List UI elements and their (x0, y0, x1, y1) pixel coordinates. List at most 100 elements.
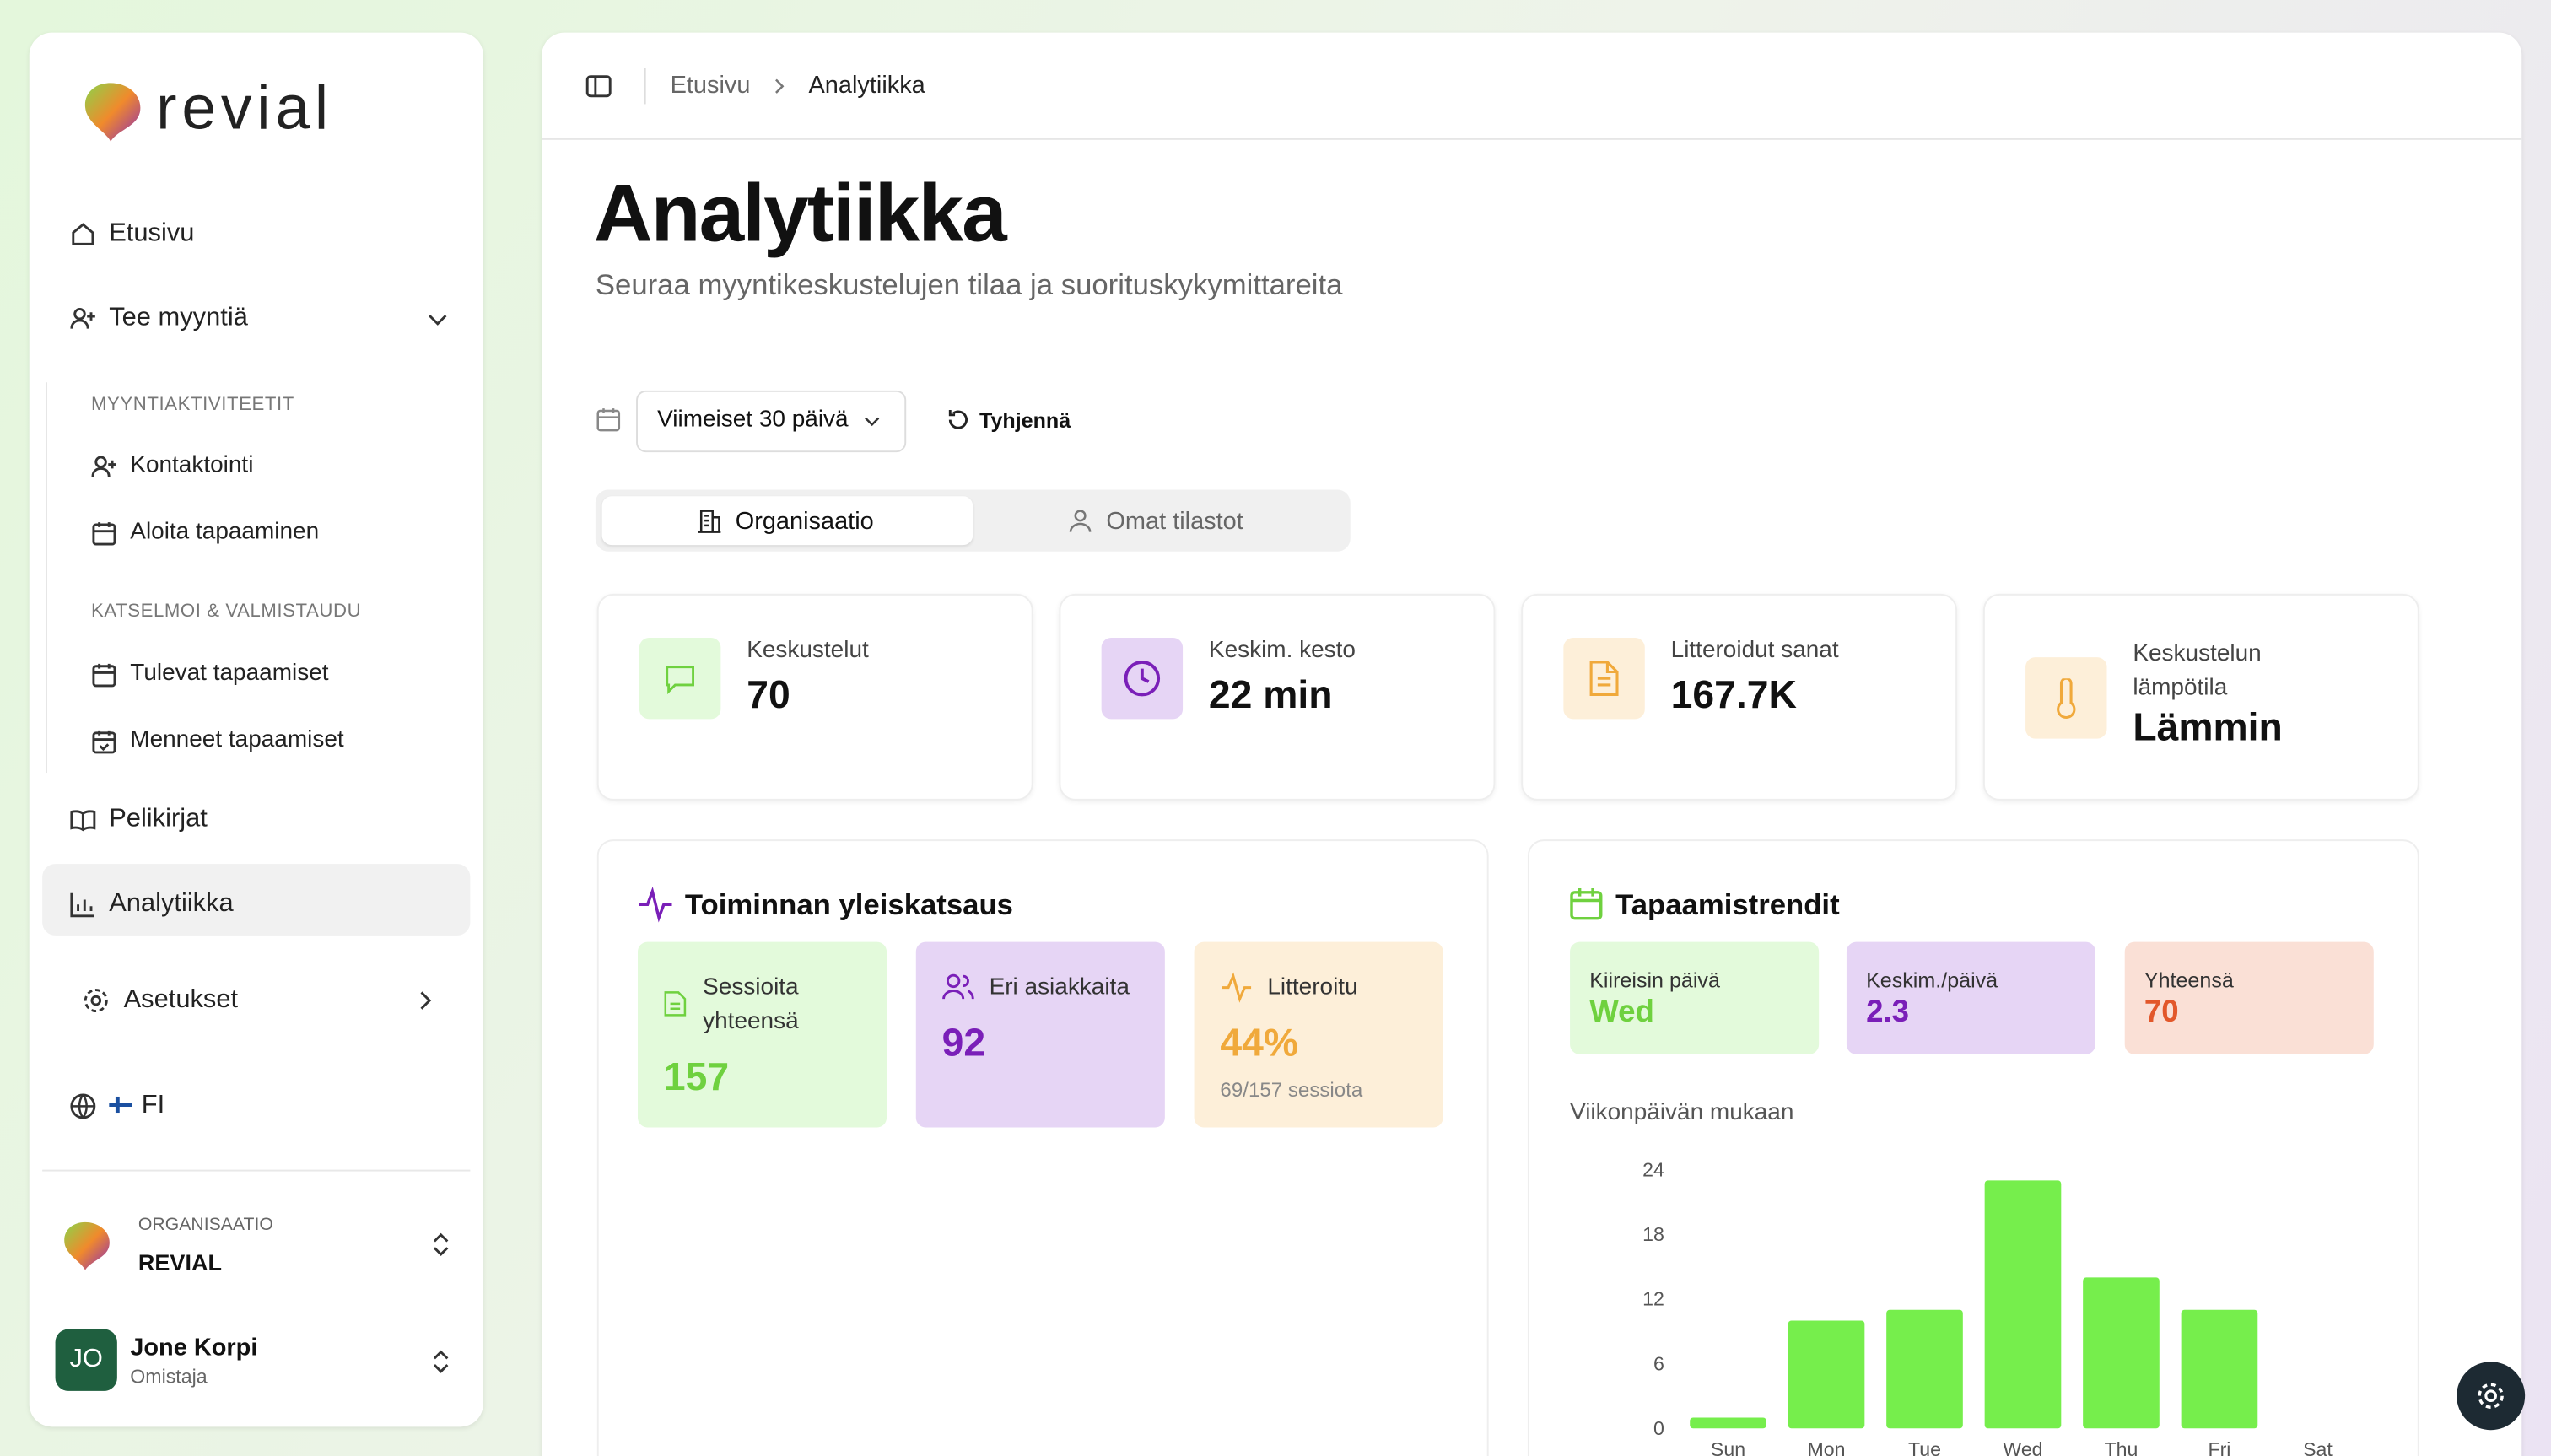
settings-button[interactable] (2457, 1362, 2526, 1431)
chevrons[interactable] (426, 1230, 456, 1259)
page-title: Analytiikka (593, 167, 1007, 259)
bar (1690, 1417, 1766, 1429)
kpi-icon (1101, 637, 1184, 720)
stat-card: Yhteensä 70 (2124, 941, 2374, 1054)
stat-label: Litteroitu (1267, 974, 1358, 1001)
y-tick-label: 12 (1642, 1288, 1664, 1310)
home-icon (72, 223, 94, 245)
nav-item[interactable]: Analytiikka (109, 889, 234, 918)
gear-icon (84, 989, 108, 1013)
stat-label: Eri asiakkaita (989, 974, 1130, 1001)
org-name[interactable]: REVIAL (138, 1249, 222, 1275)
avatar: JO (55, 1329, 117, 1391)
x-tick-label: Mon (1808, 1438, 1846, 1456)
org-logo (64, 1221, 110, 1270)
stat-label: Kiireisin päivä (1589, 968, 1720, 993)
stat-card: Keskim./päivä 2.3 (1846, 941, 2095, 1054)
x-tick-label: Tue (1908, 1438, 1941, 1456)
chevron-down (865, 417, 880, 427)
kpi-icon (2025, 657, 2107, 739)
file-icon (1589, 661, 1619, 697)
kpi-card: Keskustelut 70 (596, 593, 1033, 801)
calendar-icon (596, 408, 621, 432)
nav-item[interactable]: Tee myyntiä (109, 304, 248, 332)
x-tick-label: Sun (1711, 1438, 1745, 1456)
kpi-value: 167.7K (1670, 673, 1797, 718)
tree-line (45, 382, 47, 774)
brand[interactable]: revial (156, 74, 333, 143)
section-title: Tapaamistrendit (1615, 887, 1840, 921)
chart-title: Viikonpäivän mukaan (1570, 1099, 1794, 1126)
chevron-down[interactable] (423, 305, 452, 334)
sidebar-toggle[interactable] (584, 72, 613, 101)
stat-note: 69/157 sessiota (1220, 1078, 1363, 1102)
sub-item[interactable]: Menneet tapaamiset (130, 727, 344, 753)
x-tick-label: Thu (2105, 1438, 2138, 1456)
y-tick-label: 0 (1653, 1417, 1664, 1439)
kpi-card: Litteroidut sanat 167.7K (1521, 593, 1958, 801)
tab-active[interactable] (601, 496, 973, 546)
page-subtitle: Seuraa myyntikeskustelujen tilaa ja suor… (595, 268, 1343, 301)
breadcrumb[interactable]: Etusivu (670, 71, 751, 100)
date-range-select[interactable]: Viimeiset 30 päivä (636, 390, 907, 453)
nav-item[interactable]: Asetukset (123, 985, 239, 1014)
activity-icon (1222, 972, 1252, 1003)
building-icon (698, 510, 721, 533)
kpi-value: Lämmin (2133, 705, 2283, 751)
sub-item[interactable]: Tulevat tapaamiset (130, 660, 329, 687)
user-role: Omistaja (130, 1365, 208, 1389)
chart-icon (70, 892, 94, 918)
reset-label: Tyhjennä (979, 408, 1071, 433)
bar (1984, 1180, 2062, 1429)
breadcrumb: Analytiikka (808, 71, 925, 100)
users-icon (942, 973, 974, 1000)
stat-card: Eri asiakkaita 92 (915, 941, 1165, 1128)
clock-icon (1124, 660, 1161, 697)
user-icon (1069, 510, 1092, 532)
x-tick-label: Fri (2208, 1438, 2230, 1456)
language[interactable]: FI (141, 1092, 165, 1119)
stat-card: Sessioita yhteensä 157 (637, 941, 887, 1128)
nav-item[interactable]: Etusivu (109, 219, 195, 248)
nav-item[interactable]: Pelikirjat (109, 805, 208, 833)
separator (644, 67, 646, 105)
org-label: ORGANISAATIO (138, 1215, 273, 1235)
bar (2083, 1277, 2160, 1429)
stat-value: 2.3 (1866, 995, 1910, 1030)
sub-item[interactable]: Aloita tapaaminen (130, 519, 320, 546)
bar (2181, 1309, 2258, 1429)
stat-card: Kiireisin päivä Wed (1570, 941, 1820, 1054)
stat-card: Litteroitu 44% 69/157 sessiota (1194, 941, 1443, 1128)
stat-value: Wed (1589, 995, 1654, 1030)
tabs: Organisaatio Omat tilastot (595, 489, 1351, 552)
group-label: MYYNTIAKTIVITEETIT (90, 395, 294, 415)
sidebar: revial Etusivu Tee myyntiä MYYNTIAKTIVIT… (29, 32, 483, 1427)
calendar-check-icon (92, 730, 116, 754)
tab-label[interactable]: Omat tilastot (1106, 507, 1243, 536)
kpi-card: Keskim. kesto 22 min (1059, 593, 1496, 801)
stat-value: 44% (1220, 1022, 1299, 1066)
stat-label: Yhteensä (2144, 968, 2234, 993)
stat-label: Sessioita yhteensä (703, 974, 799, 1035)
user-name[interactable]: Jone Korpi (130, 1334, 258, 1362)
kpi-label: Keskustelut (747, 637, 869, 664)
chevron-right[interactable] (410, 986, 440, 1016)
active-item-bg (42, 864, 471, 936)
stat-label: Keskim./päivä (1866, 968, 1998, 993)
reset-icon (948, 409, 968, 429)
kpi-value: 70 (747, 673, 790, 718)
kpi-label: Keskustelun lämpötila (2133, 640, 2262, 702)
tab-label[interactable]: Organisaatio (735, 507, 874, 536)
date-range: Viimeiset 30 päivä (657, 407, 849, 433)
kpi-icon (1563, 637, 1645, 720)
flag (109, 1096, 132, 1114)
user-plus-icon (91, 456, 116, 477)
bar (1886, 1309, 1963, 1429)
y-tick-label: 6 (1653, 1352, 1664, 1374)
group-label: KATSELMOI & VALMISTAUDU (90, 601, 362, 622)
chevrons[interactable] (426, 1347, 456, 1377)
sub-item[interactable]: Kontaktointi (130, 452, 254, 478)
